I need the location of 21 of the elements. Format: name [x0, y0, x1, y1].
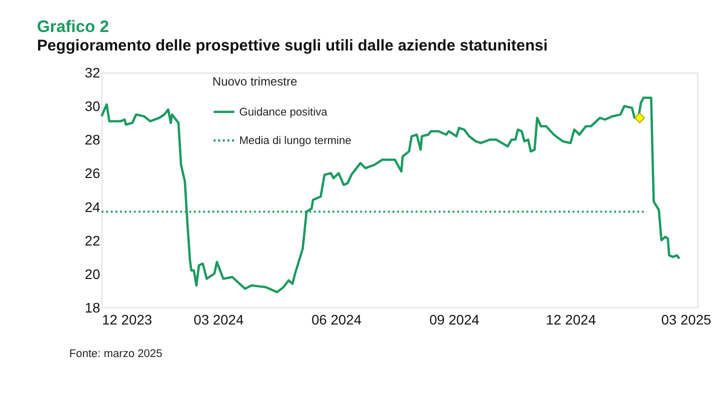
x-tick-label: 09 2024	[429, 311, 480, 328]
x-tick-label: 03 2025	[661, 311, 712, 328]
line-series	[100, 96, 681, 294]
y-tick-label: 30	[84, 98, 100, 114]
y-tick-label: 26	[84, 165, 100, 182]
legend-label: Guidance positiva	[239, 106, 328, 119]
y-tick-label: 32	[84, 64, 100, 81]
y-tick-label: 18	[84, 299, 100, 316]
annotation: Nuovo trimestre	[212, 74, 298, 89]
x-tick-label: 12 2023	[102, 311, 152, 328]
chart-title: Grafico 2	[36, 16, 109, 36]
y-tick-label: 28	[84, 132, 100, 148]
y-tick-label: 22	[84, 232, 100, 248]
x-tick-label: 12 2024	[546, 311, 596, 328]
y-tick-label: 24	[84, 198, 100, 215]
x-tick-label: 03 2024	[194, 311, 244, 328]
y-tick-label: 20	[84, 266, 100, 282]
chart-subtitle: Peggioramento delle prospettive sugli utili dalle aziende statunitensi	[36, 37, 548, 54]
source-note: Fonte: marzo 2025	[69, 348, 162, 360]
legend-label: Media di lungo termine	[239, 135, 352, 148]
x-tick-label: 06 2024	[311, 311, 362, 328]
